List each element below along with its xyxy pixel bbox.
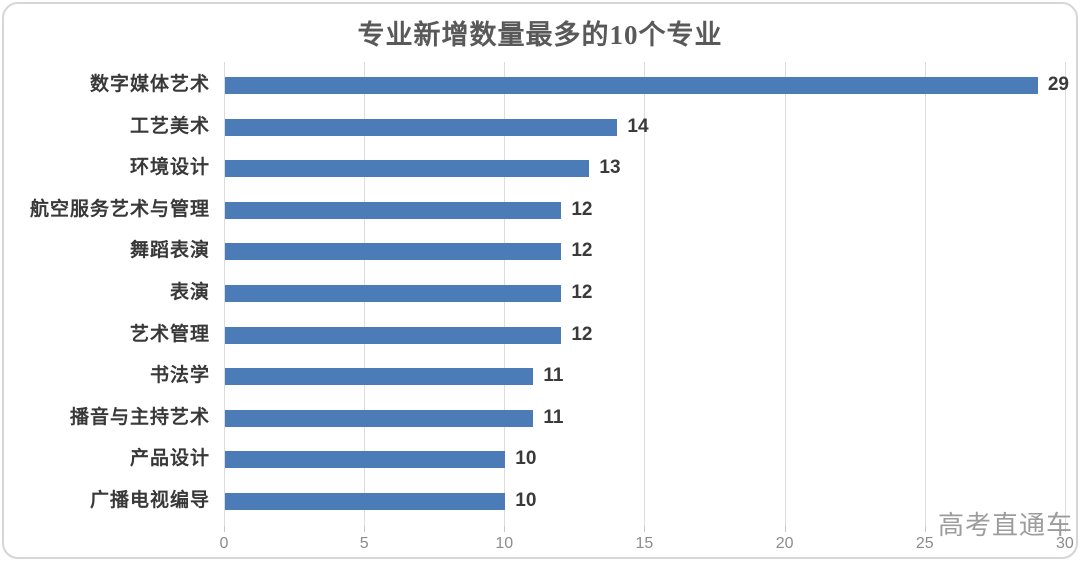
grid-line bbox=[224, 62, 225, 526]
axis-tick bbox=[644, 526, 646, 532]
axis-tick bbox=[224, 526, 225, 532]
x-tick-label: 25 bbox=[915, 535, 934, 552]
grid-line bbox=[644, 62, 646, 526]
category-label: 环境设计 bbox=[129, 157, 210, 179]
category-label: 艺术管理 bbox=[129, 323, 210, 345]
bar-value-label: 10 bbox=[515, 490, 537, 511]
bar bbox=[225, 451, 506, 469]
bar-value-label: 12 bbox=[571, 198, 593, 220]
plot-area: 0 5 10 15 20 25 30 数字媒体艺术 29 工艺美术 14 环境设计 13 航空服务艺术与管… bbox=[4, 4, 1076, 557]
bar bbox=[225, 243, 562, 261]
axis-tick bbox=[924, 526, 926, 532]
x-tick-label: 20 bbox=[775, 535, 794, 552]
axis-tick bbox=[504, 526, 506, 532]
bar bbox=[225, 409, 534, 427]
category-label: 舞蹈表演 bbox=[129, 240, 210, 262]
bar-value-label: 29 bbox=[1047, 74, 1069, 95]
bar-value-label: 12 bbox=[571, 323, 593, 345]
grid-line bbox=[1064, 62, 1066, 526]
bar bbox=[225, 285, 562, 302]
bar-value-label: 11 bbox=[543, 406, 564, 428]
bar bbox=[225, 160, 590, 178]
category-label: 广播电视编导 bbox=[89, 490, 210, 511]
bar-value-label: 12 bbox=[571, 240, 593, 262]
bar-value-label: 14 bbox=[627, 115, 649, 137]
grid-line bbox=[924, 62, 926, 526]
bar-value-label: 12 bbox=[571, 282, 593, 303]
bar bbox=[225, 493, 506, 510]
bar-value-label: 10 bbox=[515, 448, 537, 470]
category-label: 工艺美术 bbox=[129, 115, 210, 137]
category-label: 表演 bbox=[169, 282, 210, 303]
x-tick-label: 30 bbox=[1055, 535, 1074, 552]
axis-tick bbox=[364, 526, 366, 532]
x-tick-label: 15 bbox=[635, 535, 654, 552]
bar bbox=[225, 368, 534, 386]
category-label: 书法学 bbox=[149, 365, 210, 387]
watermark: 高考直通车 bbox=[938, 511, 1074, 540]
bar bbox=[225, 201, 562, 219]
axis-tick bbox=[1064, 526, 1066, 532]
category-label: 数字媒体艺术 bbox=[89, 74, 210, 95]
x-tick-label: 0 bbox=[219, 535, 229, 552]
x-tick-label: 10 bbox=[495, 535, 514, 552]
chart-title: 专业新增数量最多的10个专业 bbox=[357, 20, 723, 50]
bar bbox=[225, 118, 618, 136]
category-label: 航空服务艺术与管理 bbox=[29, 198, 210, 220]
bar bbox=[225, 77, 1038, 94]
bar bbox=[225, 326, 562, 344]
bar-value-label: 11 bbox=[543, 365, 564, 387]
category-label: 产品设计 bbox=[129, 448, 210, 470]
axis-tick bbox=[784, 526, 786, 532]
bar-value-label: 13 bbox=[599, 157, 621, 179]
grid-line bbox=[784, 62, 786, 526]
x-tick-label: 5 bbox=[359, 535, 369, 552]
category-label: 播音与主持艺术 bbox=[69, 406, 210, 428]
